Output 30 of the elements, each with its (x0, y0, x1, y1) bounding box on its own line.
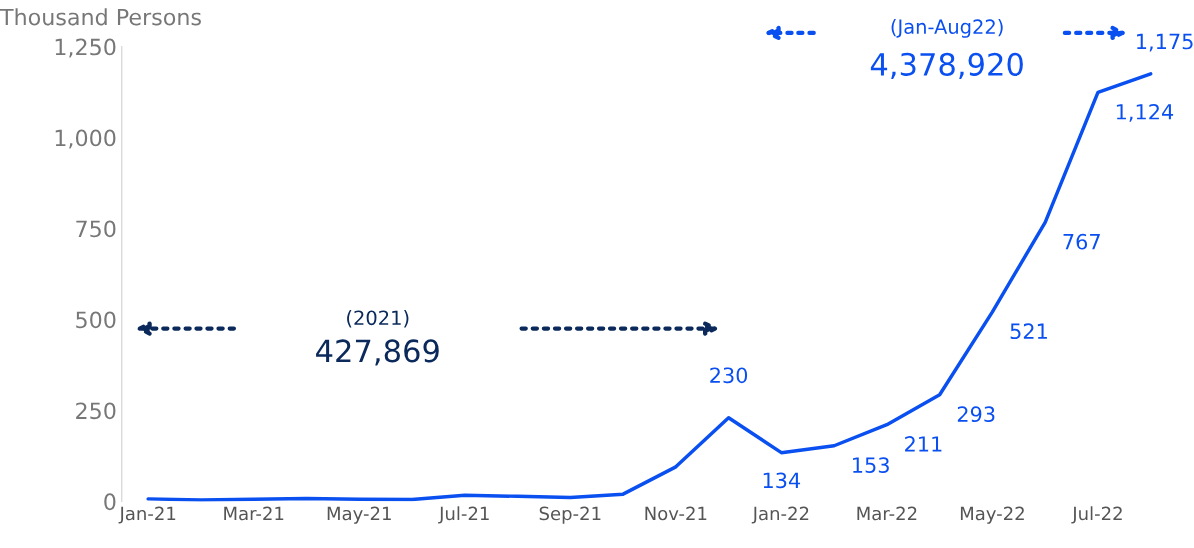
x-tick-label: Jan-21 (118, 506, 176, 524)
data-label: 230 (710, 367, 748, 384)
data-label: 1,175 (1137, 33, 1193, 52)
x-tick-label: May-22 (960, 506, 1024, 524)
data-label: 293 (957, 406, 995, 423)
x-tick-label: Jul-21 (438, 506, 489, 524)
annotation: 4,378,920 (870, 52, 1023, 80)
text: (Jan-Aug22) (891, 19, 1003, 38)
data-label: 1,124 (1116, 103, 1174, 122)
x-tick-label: Mar-22 (857, 506, 917, 521)
y-tick-label: 1,250 (55, 38, 116, 58)
annotation: 427,869 (316, 339, 439, 366)
y-axis-title: Thousand Persons (0, 8, 201, 26)
y-tick-label: 750 (76, 220, 116, 238)
data-label: 767 (1063, 233, 1100, 250)
x-tick-label: Jul-22 (1071, 506, 1122, 524)
data-label: 211 (905, 436, 942, 452)
x-tick-label: Sep-21 (539, 506, 601, 524)
y-tick-label: 1,000 (55, 129, 116, 149)
data-label: 153 (853, 457, 889, 473)
data-label: 521 (1010, 323, 1047, 340)
x-tick-label: Nov-21 (645, 506, 707, 521)
y-tick-label: 500 (76, 311, 116, 329)
x-tick-label: May-21 (327, 506, 391, 524)
x-tick-label: Mar-21 (224, 506, 284, 521)
y-tick-label: 0 (104, 493, 116, 511)
annotation: (2021) (347, 310, 409, 328)
data-label: 134 (763, 472, 801, 489)
x-tick-label: Jan-22 (751, 506, 809, 524)
y-tick-label: 250 (76, 402, 116, 420)
